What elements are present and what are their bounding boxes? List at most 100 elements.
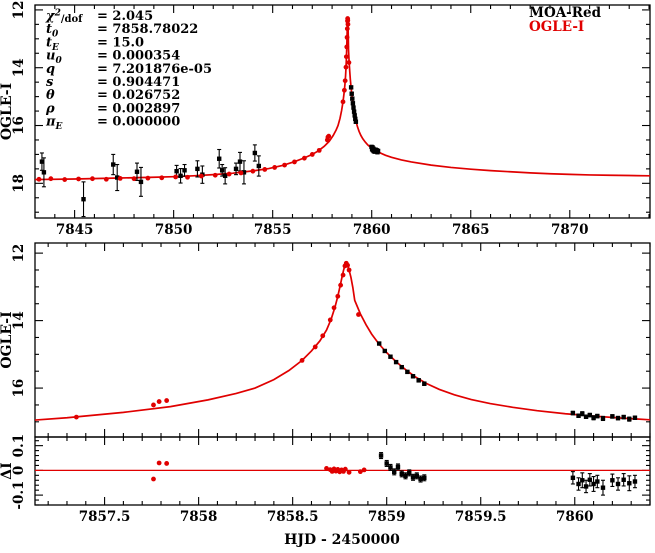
param-value-1: = 7858.78022	[97, 22, 198, 37]
moa-point	[583, 484, 589, 489]
moa-point	[610, 414, 615, 419]
moa-point	[174, 168, 179, 174]
moa-point	[399, 364, 404, 370]
moa-early-points	[39, 144, 262, 218]
moa-point	[237, 159, 243, 164]
ogle-point	[151, 402, 156, 408]
ogle-point	[345, 262, 350, 268]
moa-point	[422, 381, 427, 386]
moa-point	[407, 470, 412, 476]
moa-point	[256, 163, 262, 169]
ogle-point	[324, 466, 329, 471]
moa-point	[610, 478, 615, 483]
y-tick-label: 18	[11, 174, 27, 193]
ogle-point	[346, 60, 352, 65]
ogle-point	[117, 176, 123, 181]
moa-point	[382, 348, 388, 354]
x-axis-label: HJD - 2450000	[284, 532, 400, 548]
moa-point	[615, 481, 621, 487]
ogle-point	[342, 466, 348, 472]
ogle-point	[331, 305, 337, 311]
ogle-point	[226, 171, 232, 177]
moa-point	[41, 170, 47, 175]
residual-moa-points	[378, 452, 638, 496]
moa-point	[632, 479, 638, 484]
x-tick-label: 7865	[452, 222, 490, 238]
moa-point	[351, 109, 357, 114]
moa-point	[405, 369, 410, 375]
y-axis-label-resid: ΔI	[0, 462, 15, 479]
ogle-point	[340, 272, 346, 278]
ogle-point	[159, 175, 165, 181]
moa-point	[219, 168, 225, 173]
ogle-point	[356, 312, 361, 317]
moa-point	[595, 413, 600, 419]
ogle-point	[48, 176, 54, 182]
moa-point	[416, 378, 421, 383]
moa-point	[410, 374, 416, 379]
legend-item-1: OGLE-I	[529, 19, 584, 35]
legend-item-0: MOA-Red	[529, 5, 602, 21]
moa-point	[587, 477, 593, 482]
ogle-point	[343, 54, 349, 60]
y-axis-label-mid: OGLE-I	[0, 311, 15, 368]
moa-point	[222, 173, 228, 179]
model-curve-mid	[35, 262, 650, 421]
moa-point	[178, 173, 183, 179]
ogle-point	[345, 17, 351, 23]
moa-point	[195, 166, 200, 172]
moa-point	[632, 415, 638, 420]
y-tick-label: 14	[11, 311, 27, 330]
moa-point	[615, 415, 621, 421]
param-value-3: = 0.000354	[97, 49, 180, 64]
moa-point	[403, 473, 408, 479]
ogle-point	[326, 133, 332, 139]
ogle-point	[238, 170, 244, 176]
moa-point	[375, 148, 381, 154]
moa-point	[600, 416, 606, 421]
ogle-point	[212, 172, 218, 178]
x-tick-label: 7860	[353, 222, 391, 238]
x-tick-label: 7858	[180, 509, 218, 525]
param-value-8: = 0.000000	[97, 115, 180, 130]
y-tick-label: 12	[11, 1, 27, 20]
x-tick-label: 7855	[254, 222, 292, 238]
ogle-point	[151, 476, 156, 482]
ogle-point	[262, 167, 268, 172]
moa-point	[39, 159, 45, 164]
ogle-points	[73, 260, 361, 420]
moa-point	[353, 119, 359, 124]
moa-point	[418, 476, 423, 482]
moa-point	[349, 91, 354, 96]
param-symbol-7: ρ	[45, 101, 55, 116]
moa-point	[627, 481, 632, 486]
y-tick-label: -0.1	[11, 481, 27, 510]
ogle-point	[185, 174, 190, 180]
moa-point	[580, 478, 585, 483]
x-tick-label: 7860	[556, 509, 594, 525]
moa-point	[395, 464, 401, 470]
param-symbol-0: χ2/dof	[45, 9, 83, 26]
moa-point	[392, 469, 397, 475]
param-symbol-6: θ	[46, 88, 55, 103]
moa-point	[81, 197, 86, 202]
ogle-point	[173, 174, 179, 180]
param-symbol-5: s	[46, 75, 54, 90]
ogle-point	[361, 467, 367, 473]
ogle-point	[346, 469, 352, 475]
ogle-point	[76, 176, 81, 182]
param-symbol-3: u0	[46, 49, 62, 67]
param-value-7: = 0.002897	[97, 101, 180, 116]
moa-point	[580, 411, 585, 416]
ogle-point	[344, 44, 350, 50]
ogle-point	[299, 358, 305, 363]
ogle-point	[90, 176, 95, 182]
ogle-point	[198, 173, 204, 179]
y-axis-label-top: OGLE-I	[0, 83, 15, 140]
x-tick-label: 7859.5	[455, 509, 507, 525]
moa-point	[414, 473, 419, 479]
ogle-point	[272, 165, 278, 170]
moa-point	[350, 96, 355, 101]
ogle-point	[292, 159, 297, 165]
